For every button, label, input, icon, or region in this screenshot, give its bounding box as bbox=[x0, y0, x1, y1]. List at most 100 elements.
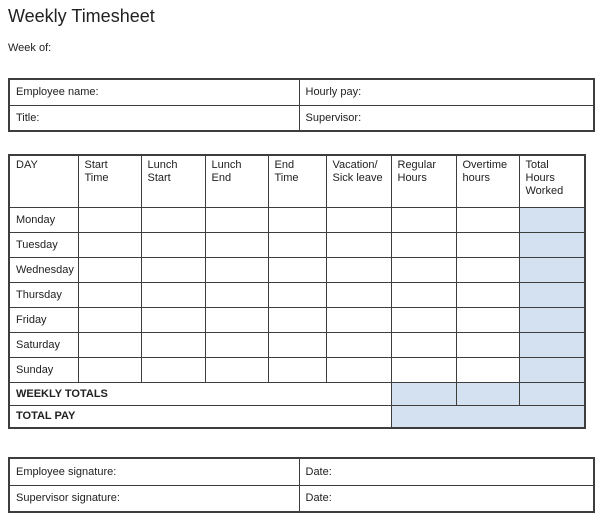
saturday-end-time-cell[interactable] bbox=[267, 331, 327, 358]
sunday-end-time-cell[interactable] bbox=[267, 356, 327, 383]
thursday-regular-hours-cell[interactable] bbox=[390, 281, 457, 308]
monday-regular-hours-cell[interactable] bbox=[390, 206, 457, 233]
day-label-wednesday: Wednesday bbox=[8, 256, 79, 283]
day-row-tuesday: Tuesday bbox=[8, 231, 586, 258]
employee-name-cell[interactable]: Employee name: bbox=[8, 78, 300, 106]
employee-signature-date-cell[interactable]: Date: bbox=[298, 457, 595, 486]
column-header-start-time: Start Time bbox=[77, 154, 142, 208]
wednesday-regular-hours-cell[interactable] bbox=[390, 256, 457, 283]
signature-table: Employee signature: Date: Supervisor sig… bbox=[8, 457, 595, 513]
saturday-total-hours-worked-cell[interactable] bbox=[518, 331, 586, 358]
wednesday-vacation-sick-leave-cell[interactable] bbox=[325, 256, 392, 283]
supervisor-signature-date-cell[interactable]: Date: bbox=[298, 484, 595, 513]
wednesday-end-time-cell[interactable] bbox=[267, 256, 327, 283]
wednesday-total-hours-worked-cell[interactable] bbox=[518, 256, 586, 283]
total-pay-row: TOTAL PAY bbox=[8, 404, 586, 429]
tuesday-lunch-start-cell[interactable] bbox=[140, 231, 206, 258]
weekly-totals-overtime-hours-cell[interactable] bbox=[455, 381, 520, 406]
day-label-sunday: Sunday bbox=[8, 356, 79, 383]
supervisor-signature-label: Supervisor signature: bbox=[16, 492, 120, 505]
thursday-total-hours-worked-cell[interactable] bbox=[518, 281, 586, 308]
saturday-regular-hours-cell[interactable] bbox=[390, 331, 457, 358]
weekly-totals-total-hours-worked-cell[interactable] bbox=[518, 381, 586, 406]
hourly-pay-cell[interactable]: Hourly pay: bbox=[298, 78, 595, 106]
wednesday-lunch-start-cell[interactable] bbox=[140, 256, 206, 283]
employee-signature-cell[interactable]: Employee signature: bbox=[8, 457, 300, 486]
day-label-thursday: Thursday bbox=[8, 281, 79, 308]
sunday-lunch-end-cell[interactable] bbox=[204, 356, 269, 383]
sunday-vacation-sick-leave-cell[interactable] bbox=[325, 356, 392, 383]
friday-lunch-end-cell[interactable] bbox=[204, 306, 269, 333]
sunday-start-time-cell[interactable] bbox=[77, 356, 142, 383]
sunday-total-hours-worked-cell[interactable] bbox=[518, 356, 586, 383]
week-of-label: Week of: bbox=[8, 42, 52, 54]
weekly-totals-label-cell: WEEKLY TOTALS bbox=[8, 381, 392, 406]
column-header-total-hours-worked: Total Hours Worked bbox=[518, 154, 586, 208]
weekly-totals-regular-hours-cell[interactable] bbox=[390, 381, 457, 406]
monday-lunch-end-cell[interactable] bbox=[204, 206, 269, 233]
thursday-vacation-sick-leave-cell[interactable] bbox=[325, 281, 392, 308]
column-header-day: DAY bbox=[8, 154, 79, 208]
friday-lunch-start-cell[interactable] bbox=[140, 306, 206, 333]
friday-total-hours-worked-cell[interactable] bbox=[518, 306, 586, 333]
column-header-vacation-sick-leave: Vacation/ Sick leave bbox=[325, 154, 392, 208]
employee-name-label: Employee name: bbox=[16, 86, 99, 99]
monday-start-time-cell[interactable] bbox=[77, 206, 142, 233]
day-row-friday: Friday bbox=[8, 306, 586, 333]
employee-signature-date-label: Date: bbox=[305, 465, 332, 478]
friday-overtime-hours-cell[interactable] bbox=[455, 306, 520, 333]
sunday-overtime-hours-cell[interactable] bbox=[455, 356, 520, 383]
total-pay-value-cell[interactable] bbox=[390, 404, 586, 429]
monday-total-hours-worked-cell[interactable] bbox=[518, 206, 586, 233]
title-cell[interactable]: Title: bbox=[8, 104, 300, 132]
weekly-totals-row: WEEKLY TOTALS bbox=[8, 381, 586, 406]
friday-regular-hours-cell[interactable] bbox=[390, 306, 457, 333]
tuesday-total-hours-worked-cell[interactable] bbox=[518, 231, 586, 258]
sunday-regular-hours-cell[interactable] bbox=[390, 356, 457, 383]
monday-vacation-sick-leave-cell[interactable] bbox=[325, 206, 392, 233]
sunday-lunch-start-cell[interactable] bbox=[140, 356, 206, 383]
monday-overtime-hours-cell[interactable] bbox=[455, 206, 520, 233]
friday-start-time-cell[interactable] bbox=[77, 306, 142, 333]
supervisor-label: Supervisor: bbox=[305, 111, 362, 124]
employee-info-row-1: Employee name: Hourly pay: bbox=[8, 78, 595, 106]
thursday-overtime-hours-cell[interactable] bbox=[455, 281, 520, 308]
thursday-start-time-cell[interactable] bbox=[77, 281, 142, 308]
supervisor-signature-cell[interactable]: Supervisor signature: bbox=[8, 484, 300, 513]
saturday-lunch-start-cell[interactable] bbox=[140, 331, 206, 358]
monday-end-time-cell[interactable] bbox=[267, 206, 327, 233]
supervisor-signature-date-label: Date: bbox=[305, 492, 332, 505]
tuesday-lunch-end-cell[interactable] bbox=[204, 231, 269, 258]
wednesday-overtime-hours-cell[interactable] bbox=[455, 256, 520, 283]
saturday-start-time-cell[interactable] bbox=[77, 331, 142, 358]
thursday-end-time-cell[interactable] bbox=[267, 281, 327, 308]
page-title: Weekly Timesheet bbox=[8, 6, 155, 26]
column-header-end-time: End Time bbox=[267, 154, 327, 208]
day-label-monday: Monday bbox=[8, 206, 79, 233]
day-row-wednesday: Wednesday bbox=[8, 256, 586, 283]
day-row-saturday: Saturday bbox=[8, 331, 586, 358]
thursday-lunch-end-cell[interactable] bbox=[204, 281, 269, 308]
tuesday-end-time-cell[interactable] bbox=[267, 231, 327, 258]
day-label-saturday: Saturday bbox=[8, 331, 79, 358]
column-header-overtime-hours: Overtime hours bbox=[455, 154, 520, 208]
hourly-pay-label: Hourly pay: bbox=[305, 86, 362, 99]
employee-info-row-2: Title: Supervisor: bbox=[8, 104, 595, 132]
saturday-vacation-sick-leave-cell[interactable] bbox=[325, 331, 392, 358]
saturday-overtime-hours-cell[interactable] bbox=[455, 331, 520, 358]
column-header-lunch-start: Lunch Start bbox=[140, 154, 206, 208]
tuesday-regular-hours-cell[interactable] bbox=[390, 231, 457, 258]
day-label-tuesday: Tuesday bbox=[8, 231, 79, 258]
thursday-lunch-start-cell[interactable] bbox=[140, 281, 206, 308]
friday-end-time-cell[interactable] bbox=[267, 306, 327, 333]
monday-lunch-start-cell[interactable] bbox=[140, 206, 206, 233]
day-row-monday: Monday bbox=[8, 206, 586, 233]
tuesday-vacation-sick-leave-cell[interactable] bbox=[325, 231, 392, 258]
wednesday-start-time-cell[interactable] bbox=[77, 256, 142, 283]
tuesday-start-time-cell[interactable] bbox=[77, 231, 142, 258]
tuesday-overtime-hours-cell[interactable] bbox=[455, 231, 520, 258]
supervisor-cell[interactable]: Supervisor: bbox=[298, 104, 595, 132]
friday-vacation-sick-leave-cell[interactable] bbox=[325, 306, 392, 333]
saturday-lunch-end-cell[interactable] bbox=[204, 331, 269, 358]
wednesday-lunch-end-cell[interactable] bbox=[204, 256, 269, 283]
